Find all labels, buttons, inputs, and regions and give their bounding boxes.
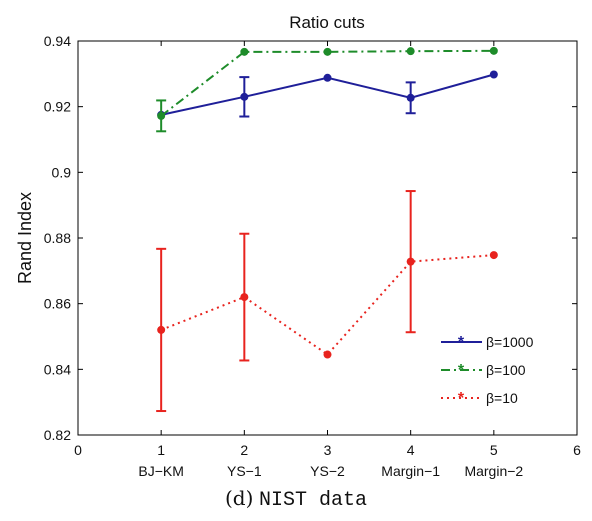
x-category-label: Margin−1 <box>381 463 440 479</box>
series-line <box>160 49 494 117</box>
x-tick-label: 5 <box>490 442 498 458</box>
data-point <box>406 93 415 102</box>
legend-marker: * <box>458 362 465 379</box>
y-axis-label: Rand Index <box>15 192 35 284</box>
x-category-label: BJ−KM <box>138 463 184 479</box>
chart-title: Ratio cuts <box>289 13 365 32</box>
caption-text: NIST data <box>258 489 367 512</box>
legend-item-2: * β=10 <box>441 390 518 407</box>
axis-ticks: 0 1 2 3 4 5 6 BJ−KM YS−1 YS−2 Margin−1 Margin−2 0.82… <box>44 33 581 479</box>
series-layer <box>156 46 498 413</box>
y-tick-label: 0.82 <box>44 427 71 443</box>
data-point <box>406 47 415 56</box>
x-category-label: YS−2 <box>310 463 345 479</box>
series-1 <box>156 46 498 133</box>
data-point <box>240 92 249 101</box>
data-point <box>157 325 166 334</box>
legend-label: β=1000 <box>486 334 534 350</box>
y-tick-label: 0.9 <box>52 164 72 180</box>
data-point <box>489 251 498 260</box>
y-tick-label: 0.86 <box>44 296 71 312</box>
legend-marker: * <box>458 334 465 351</box>
figure-caption: (d) NIST data <box>0 486 592 512</box>
series-2 <box>156 190 498 413</box>
data-point <box>240 293 249 302</box>
x-tick-label: 4 <box>407 442 415 458</box>
legend-label: β=100 <box>486 362 526 378</box>
series-line <box>160 254 494 356</box>
x-tick-label: 6 <box>573 442 581 458</box>
y-tick-label: 0.84 <box>44 361 71 377</box>
y-tick-label: 0.94 <box>44 33 71 49</box>
x-category-label: Margin−2 <box>464 463 523 479</box>
data-point <box>240 47 249 56</box>
legend: * β=1000 * β=100 * β=10 <box>429 328 561 415</box>
x-tick-label: 0 <box>74 442 82 458</box>
data-point <box>406 257 415 266</box>
legend-box <box>429 328 561 415</box>
data-point <box>489 70 498 79</box>
chart: Ratio cuts Rand Index 0 1 2 3 4 5 6 BJ−KM YS−1 YS… <box>15 13 581 479</box>
legend-item-1: * β=100 <box>441 362 526 379</box>
caption-label: (d) <box>224 486 254 510</box>
data-point <box>323 47 332 56</box>
data-point <box>323 350 332 359</box>
y-tick-label: 0.88 <box>44 230 71 246</box>
legend-label: β=10 <box>486 390 518 406</box>
x-tick-label: 2 <box>240 442 248 458</box>
x-tick-label: 3 <box>324 442 332 458</box>
x-tick-label: 1 <box>157 442 165 458</box>
x-category-label: YS−1 <box>227 463 262 479</box>
legend-item-0: * β=1000 <box>441 334 534 351</box>
y-tick-label: 0.92 <box>44 99 71 115</box>
legend-marker: * <box>458 390 465 407</box>
data-point <box>157 111 166 120</box>
data-point <box>323 73 332 82</box>
data-point <box>489 46 498 55</box>
